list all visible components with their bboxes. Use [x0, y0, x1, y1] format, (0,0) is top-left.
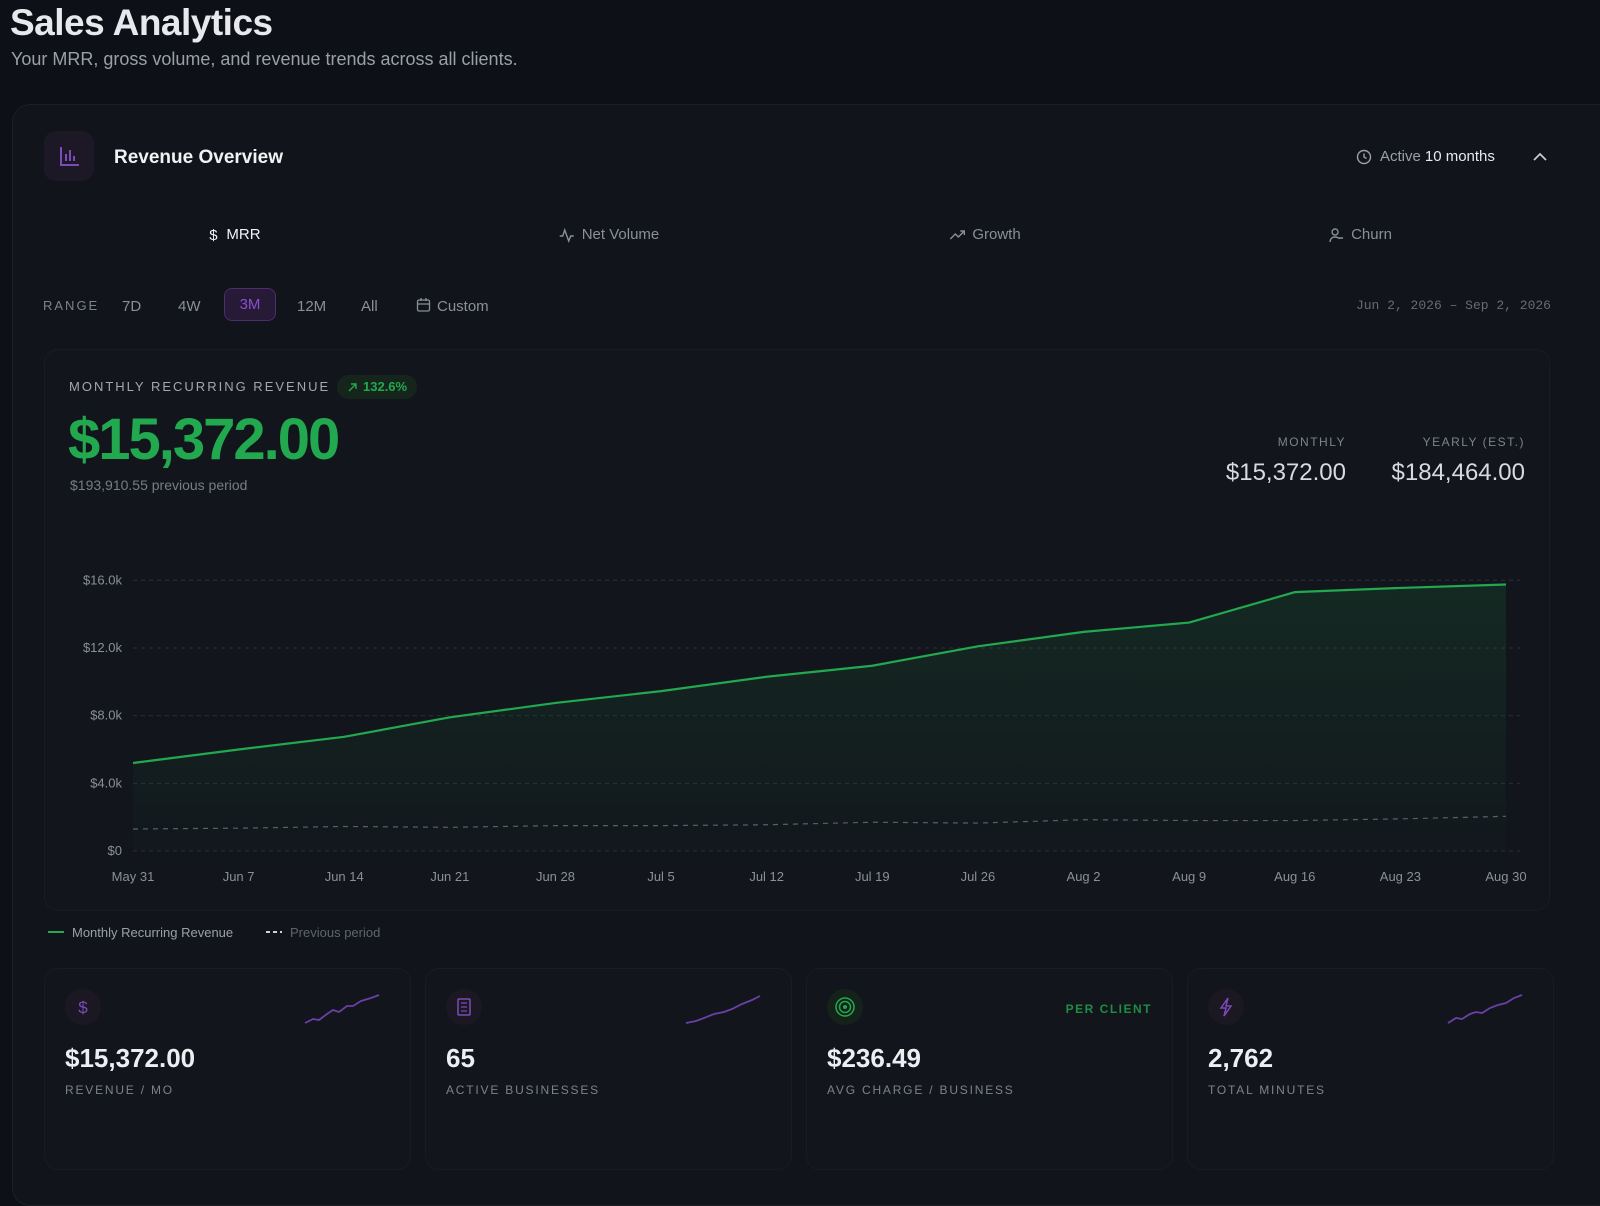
stat-icon [446, 989, 482, 1025]
tab-label: Net Volume [581, 226, 660, 243]
stat-label: AVG CHARGE / BUSINESS [827, 1083, 1015, 1097]
stat-value: $15,372.00 [65, 1043, 196, 1073]
legend-label: Monthly Recurring Revenue [72, 925, 233, 940]
range-option[interactable]: 7D [122, 298, 142, 315]
stat-value: $236.49 [827, 1043, 921, 1073]
line [132, 583, 1507, 765]
x-tick-label: Aug 2 [1067, 869, 1101, 884]
x-tick-label: Aug 23 [1380, 869, 1421, 884]
range-option[interactable]: Custom [437, 298, 489, 315]
page-subtitle: Your MRR, gross volume, and revenue tren… [11, 49, 518, 69]
calendar-icon [416, 298, 431, 312]
stat-label: ACTIVE BUSINESSES [446, 1083, 600, 1097]
svg-text:$: $ [78, 998, 88, 1017]
x-tick-label: Jun 21 [430, 869, 469, 884]
y-tick-label: $4.0k [90, 775, 122, 790]
stat-label: TOTAL MINUTES [1208, 1083, 1326, 1097]
tab[interactable]: $ MRR [207, 226, 260, 243]
page-title: Sales Analytics [10, 2, 273, 43]
x-tick-label: Aug 9 [1172, 869, 1206, 884]
x-tick-label: Jul 19 [855, 869, 890, 884]
y-tick-label: $0 [108, 843, 122, 858]
status-prefix: Active [1380, 148, 1421, 165]
stat-tag: PER CLIENT [1065, 1002, 1152, 1016]
tab[interactable]: Net Volume [559, 226, 660, 243]
chart: $0 $4.0k $8.0k $12.0k $16.0k May 31 Jun 7 Jun 1… [48, 572, 1527, 940]
tab-icon [949, 229, 966, 239]
tab[interactable]: Churn [1328, 226, 1392, 243]
stat-value: 65 [446, 1043, 475, 1073]
clock-icon [1356, 149, 1372, 164]
x-tick-label: Jun 14 [325, 869, 364, 884]
range-label: RANGE [43, 298, 100, 313]
legend-label: Previous period [290, 925, 380, 940]
tab-icon: $ [209, 227, 218, 243]
tab-label: MRR [226, 226, 261, 243]
x-tick-label: Jun 7 [223, 869, 255, 884]
tab-label: Churn [1351, 226, 1392, 243]
tab-icon [559, 227, 574, 243]
collapse-button[interactable] [1532, 150, 1548, 164]
date-range: Jun 2, 2026 – Sep 2, 2026 [1355, 298, 1551, 313]
icon [60, 147, 79, 166]
card-title: Revenue Overview [114, 147, 283, 168]
range-option[interactable]: 3M [224, 288, 276, 321]
tab-icon [1329, 227, 1344, 242]
arrow-icon [348, 383, 357, 392]
sparkline [685, 995, 761, 1024]
sparkline [304, 994, 380, 1024]
breakdown-value: $184,464.00 [1391, 459, 1525, 486]
breakdown-label: MONTHLY [1277, 435, 1346, 449]
breakdown-value: $15,372.00 [1225, 459, 1346, 486]
stat-value: 2,762 [1208, 1043, 1274, 1073]
x-tick-label: May 31 [112, 869, 155, 884]
change-value: 132.6% [363, 379, 408, 394]
stat-label: REVENUE / MO [65, 1083, 174, 1097]
status-value: 10 months [1424, 148, 1495, 165]
kpi-value: $15,372.00 [68, 407, 340, 472]
area [133, 584, 1506, 851]
stat-icon [827, 989, 863, 1025]
y-tick-label: $8.0k [90, 708, 122, 723]
x-tick-label: Aug 30 [1485, 869, 1526, 884]
y-tick-label: $12.0k [83, 640, 123, 655]
line [132, 815, 1507, 830]
x-tick-label: Jul 5 [647, 869, 674, 884]
page: Sales Analytics Your MRR, gross volume, … [10, 2, 1600, 1206]
stat-icon: $ [65, 989, 101, 1025]
x-tick-label: Aug 16 [1274, 869, 1315, 884]
kpi-label: MONTHLY RECURRING REVENUE [69, 379, 331, 394]
change-badge: 132.6% [337, 375, 418, 399]
sparkline [1447, 994, 1523, 1024]
tab-label: Growth [972, 226, 1021, 243]
tab[interactable]: Growth [949, 226, 1021, 243]
y-tick-label: $16.0k [83, 572, 123, 587]
range-option[interactable]: 12M [297, 298, 327, 315]
breakdown-label: YEARLY (EST.) [1422, 435, 1525, 449]
svg-text:$: $ [209, 227, 218, 243]
range-option[interactable]: 4W [178, 298, 201, 315]
kpi-previous: $193,910.55 previous period [70, 477, 248, 493]
stat-icon [1208, 989, 1244, 1025]
x-tick-label: Jun 28 [536, 869, 575, 884]
x-tick-label: Jul 12 [749, 869, 784, 884]
card-icon [44, 131, 94, 181]
range-option[interactable]: All [361, 298, 378, 315]
x-tick-label: Jul 26 [961, 869, 996, 884]
status: Active 10 months [1356, 148, 1495, 165]
